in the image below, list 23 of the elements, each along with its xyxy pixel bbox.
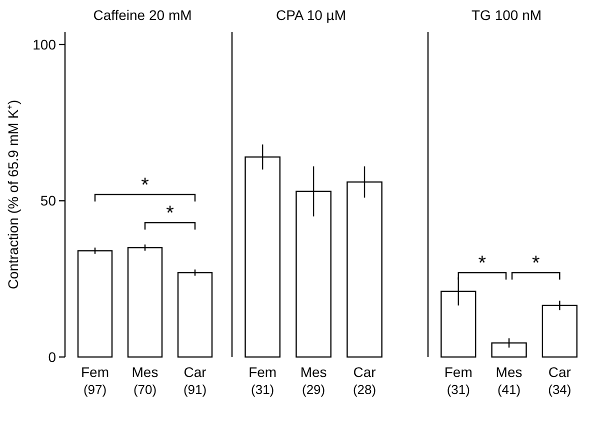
annotation: * (141, 174, 150, 196)
bar (127, 247, 163, 358)
x-tick-label: Mes (70) (132, 364, 158, 397)
x-tick-label: Fem (97) (81, 364, 109, 397)
annotation: * (478, 252, 486, 275)
x-tick-label: Car (91) (183, 364, 207, 397)
chart-title: CPA 10 µM (276, 7, 346, 23)
annotation: * (532, 252, 540, 275)
x-tick-label: Fem (31) (444, 364, 472, 397)
chart-title: TG 100 nM (471, 7, 542, 23)
x-tick-label: Car (34) (548, 364, 572, 397)
y-tick-label: 50 (40, 192, 56, 209)
y-tick-label: 100 (32, 36, 56, 52)
x-tick-label: Fem (31) (248, 364, 277, 397)
x-tick-label: Car (28) (352, 364, 376, 397)
annotation: * (166, 202, 174, 225)
chart-title: Caffeine 20 mM (93, 7, 192, 23)
y-axis-title: Contraction (% of 65.9 mM K⁺) (5, 100, 21, 290)
y-tick-label: 0 (48, 348, 56, 365)
bar (177, 272, 213, 358)
x-tick-label: Mes (29) (300, 364, 327, 397)
bar (77, 250, 113, 358)
x-tick-label: Mes (41) (496, 364, 522, 397)
